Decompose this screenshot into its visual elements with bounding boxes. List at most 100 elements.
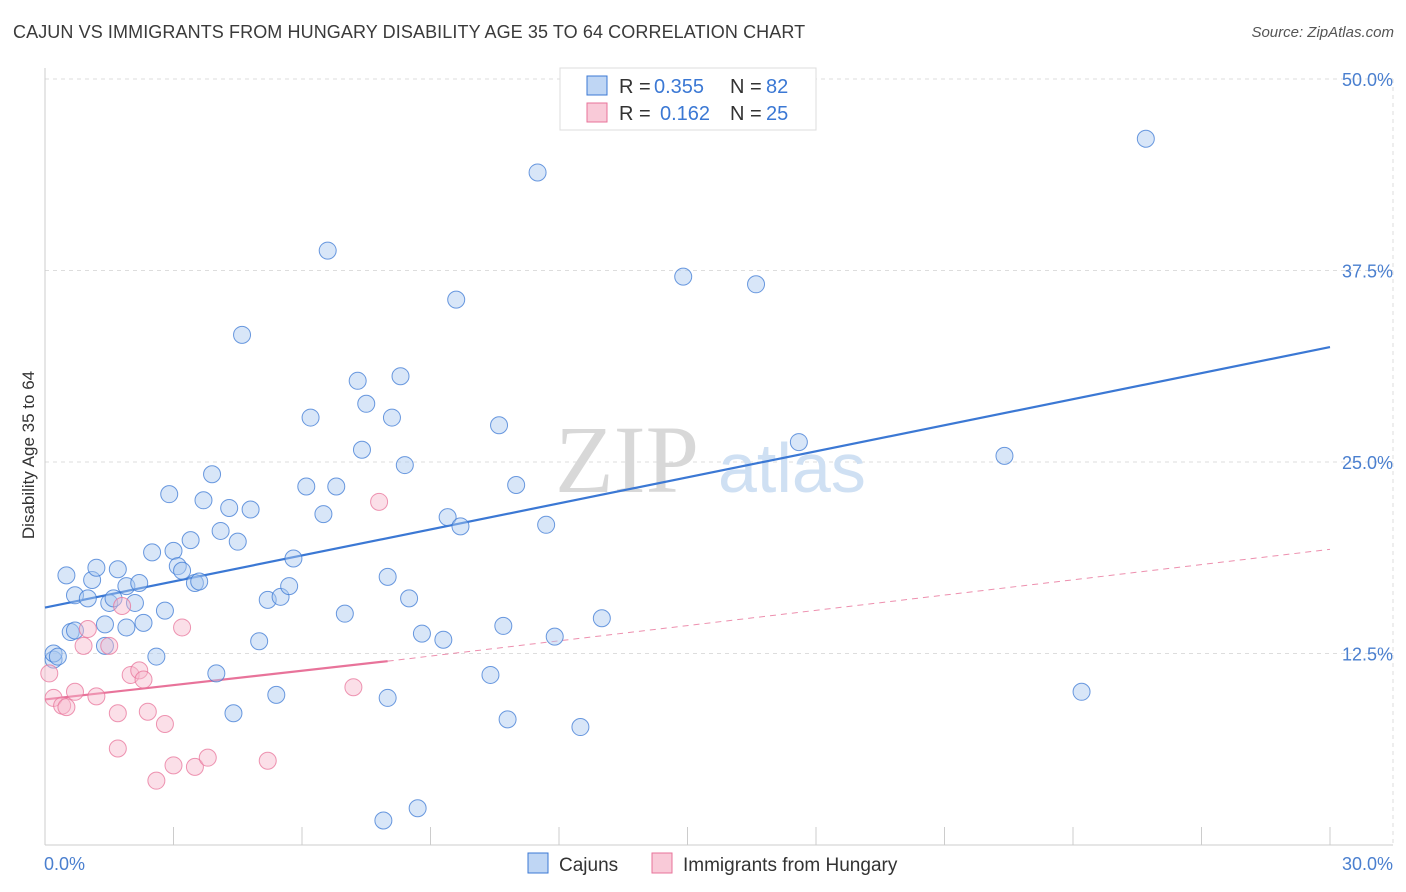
trend-lines — [44, 346, 1331, 701]
point-cajuns-29 — [190, 572, 209, 591]
point-cajuns-73 — [537, 515, 556, 534]
bottom-legend-swatch-hungary — [651, 852, 673, 874]
point-cajuns-23 — [160, 485, 179, 504]
point-cajuns-49 — [327, 477, 346, 496]
point-hungary-9 — [108, 739, 127, 758]
point-cajuns-10 — [95, 636, 114, 655]
point-hungary-13 — [130, 661, 149, 680]
point-hungary-16 — [147, 771, 166, 790]
point-cajuns-78 — [747, 275, 766, 294]
point-cajuns-82 — [1136, 129, 1155, 148]
point-cajuns-30 — [194, 491, 213, 510]
point-cajuns-58 — [391, 367, 410, 386]
trend-line-hungary-extension — [387, 548, 1331, 662]
point-hungary-5 — [74, 636, 93, 655]
point-cajuns-39 — [250, 632, 269, 651]
point-hungary-10 — [108, 704, 127, 723]
legend-swatch-cajuns — [586, 75, 608, 96]
point-hungary-17 — [155, 714, 174, 733]
point-cajuns-53 — [357, 394, 376, 413]
x-tick-label-0: 0.0% — [44, 854, 85, 874]
point-cajuns-5 — [65, 621, 84, 640]
source-label: Source: ZipAtlas.com — [1251, 24, 1394, 41]
point-cajuns-2 — [48, 647, 67, 666]
y-tick-label-3: 50.0% — [1342, 70, 1393, 90]
point-cajuns-61 — [408, 799, 427, 818]
point-hungary-0 — [40, 664, 59, 683]
point-cajuns-72 — [528, 163, 547, 182]
chart-title: CAJUN VS IMMIGRANTS FROM HUNGARY DISABIL… — [13, 22, 806, 42]
watermark-atlas: atlas — [718, 429, 866, 507]
point-cajuns-79 — [789, 433, 808, 452]
point-cajuns-64 — [438, 508, 457, 527]
point-cajuns-65 — [447, 290, 466, 309]
point-cajuns-68 — [490, 416, 509, 435]
point-cajuns-21 — [147, 647, 166, 666]
point-cajuns-3 — [57, 566, 76, 585]
point-hungary-23 — [344, 678, 363, 697]
trend-line-hungary — [44, 660, 388, 701]
point-cajuns-7 — [78, 589, 97, 608]
point-cajuns-43 — [280, 577, 299, 596]
bottom-legend-label-hungary: Immigrants from Hungary — [683, 855, 898, 876]
point-hungary-6 — [78, 619, 97, 638]
point-cajuns-14 — [108, 560, 127, 579]
point-cajuns-54 — [374, 811, 393, 830]
point-cajuns-60 — [400, 589, 419, 608]
point-cajuns-31 — [203, 465, 222, 484]
axes — [44, 68, 1393, 846]
point-cajuns-56 — [378, 567, 397, 586]
point-cajuns-35 — [224, 704, 243, 723]
point-cajuns-47 — [314, 505, 333, 524]
point-cajuns-66 — [451, 517, 470, 536]
point-cajuns-33 — [211, 521, 230, 540]
point-cajuns-36 — [228, 532, 247, 551]
y-tick-label-2: 37.5% — [1342, 262, 1393, 282]
point-cajuns-70 — [498, 710, 517, 729]
point-hungary-20 — [185, 757, 204, 776]
point-cajuns-32 — [207, 664, 226, 683]
point-hungary-21 — [198, 748, 217, 767]
point-hungary-24 — [370, 492, 389, 511]
point-cajuns-50 — [335, 604, 354, 623]
x-tick-labels: 0.0% 30.0% — [44, 854, 1393, 874]
point-cajuns-20 — [143, 543, 162, 562]
point-cajuns-62 — [412, 624, 431, 643]
legend-r-label-hungary: R = — [619, 103, 651, 125]
x-tick-label-1: 30.0% — [1342, 854, 1393, 874]
legend-n-value-hungary: 25 — [766, 103, 788, 125]
point-cajuns-59 — [395, 456, 414, 475]
point-cajuns-26 — [173, 561, 192, 580]
bottom-legend: Cajuns Immigrants from Hungary — [527, 852, 898, 876]
point-hungary-4 — [65, 682, 84, 701]
point-cajuns-52 — [352, 440, 371, 459]
point-cajuns-9 — [87, 558, 106, 577]
legend-r-label-cajuns: R = — [619, 76, 651, 98]
point-cajuns-44 — [284, 549, 303, 568]
point-cajuns-51 — [348, 371, 367, 390]
trend-line-cajuns — [44, 346, 1331, 609]
point-cajuns-48 — [318, 241, 337, 260]
legend-n-label-hungary: N = — [730, 103, 762, 125]
point-cajuns-46 — [301, 408, 320, 427]
point-cajuns-24 — [164, 541, 183, 560]
watermark-zip: ZIP — [555, 406, 699, 513]
legend-n-label-cajuns: N = — [730, 76, 762, 98]
point-hungary-8 — [100, 636, 119, 655]
point-cajuns-38 — [241, 500, 260, 519]
legend-r-value-hungary: 0.162 — [660, 103, 710, 125]
point-cajuns-71 — [507, 475, 526, 494]
point-cajuns-77 — [674, 267, 693, 286]
point-cajuns-22 — [155, 601, 174, 620]
point-cajuns-75 — [571, 718, 590, 737]
point-cajuns-69 — [494, 616, 513, 635]
legend-box: R = 0.355 N = 82 R = 0.162 N = 25 — [559, 67, 817, 131]
bottom-legend-swatch-cajuns — [527, 852, 549, 874]
point-cajuns-34 — [220, 498, 239, 517]
legend-r-value-cajuns: 0.355 — [654, 76, 704, 98]
point-cajuns-18 — [130, 574, 149, 593]
legend-n-value-cajuns: 82 — [766, 76, 788, 98]
bottom-legend-label-cajuns: Cajuns — [559, 855, 618, 876]
legend-swatch-hungary — [586, 102, 608, 123]
